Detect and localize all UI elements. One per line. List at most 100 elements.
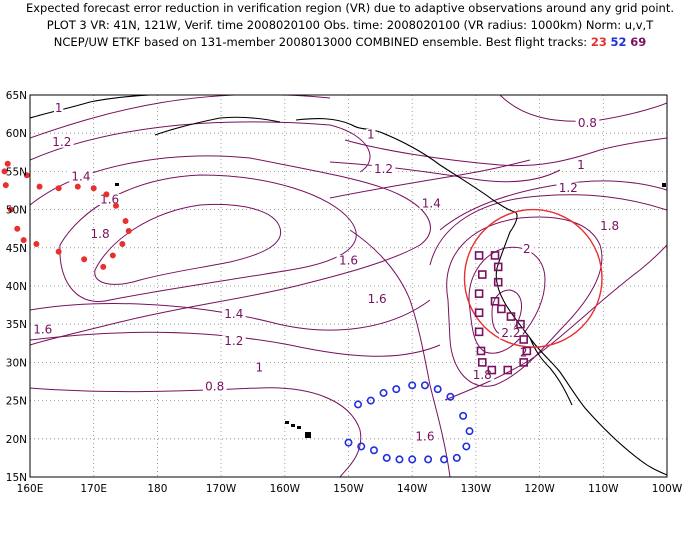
contour-label-bg: [470, 369, 495, 381]
lat-tick-label: 30N: [6, 357, 27, 369]
contour-1.8-east: [446, 216, 603, 387]
track-52-point: [446, 392, 455, 401]
contour-1.8-west: [94, 203, 282, 285]
track-69-point: [476, 346, 486, 356]
lon-tick-label: 150W: [333, 483, 364, 495]
islands: [115, 183, 666, 438]
track-52-point: [366, 396, 375, 405]
track-23-point: [55, 185, 62, 192]
lat-tick-label: 60N: [6, 128, 27, 140]
track-23-point: [36, 183, 43, 190]
contour-2.2-east: [491, 289, 523, 335]
track-69-point: [497, 304, 506, 314]
island-maui: [297, 426, 301, 429]
track-23-point: [90, 185, 97, 192]
contour-1-north-east: [344, 137, 667, 167]
lat-tick-label: 55N: [6, 166, 27, 178]
track-23-point: [1, 168, 8, 175]
contour-label: 1: [367, 128, 375, 142]
contour-label-bg: [576, 159, 586, 171]
contour-label: 1: [577, 158, 585, 172]
track-69-point: [474, 308, 484, 318]
coastline-north-america: [295, 118, 667, 476]
lon-tick-label: 160E: [17, 483, 44, 495]
track-23-point: [112, 202, 119, 209]
contour-label-bg: [88, 228, 112, 240]
contour-label: 0.8: [578, 116, 597, 130]
contour-label: 1.4: [224, 307, 243, 321]
coastline-baja: [529, 337, 573, 406]
track-69-point: [474, 251, 484, 260]
contour-0.8-south: [30, 387, 362, 477]
contour-label-bg: [499, 327, 523, 339]
contour-label-bg: [597, 220, 622, 232]
lon-tick-label: 160W: [270, 483, 301, 495]
contour-label: 1.2: [224, 334, 243, 348]
track-52-point: [465, 427, 474, 436]
track-23-point: [33, 240, 40, 247]
coastlines: [30, 95, 667, 476]
track-69-point: [522, 346, 532, 356]
track-52-point: [392, 385, 401, 394]
track-52-point: [357, 442, 366, 451]
contour-label: 2.2: [501, 326, 520, 340]
error-reduction-contours: [30, 95, 667, 477]
contour-label: 1.2: [559, 181, 578, 195]
track-69-point: [474, 327, 484, 337]
contour-label: 1.4: [71, 170, 90, 184]
contour-label-bg: [522, 243, 532, 255]
island-oahu: [291, 424, 295, 427]
lon-tick-label: 120W: [524, 483, 555, 495]
track-23-point: [74, 183, 81, 190]
contour-1.6-southeast: [444, 244, 667, 401]
contour-label: 1.2: [374, 162, 393, 176]
track-69-point: [477, 358, 487, 367]
track-23-point: [100, 263, 107, 270]
track-23-point: [81, 256, 88, 263]
contour-label-bg: [336, 255, 361, 267]
header-line-1: Expected forecast error reduction in ver…: [25, 1, 675, 15]
lat-tick-label: 65N: [6, 90, 27, 102]
contour-label-bg: [366, 129, 376, 141]
track-52-point: [452, 453, 461, 462]
track-69-point: [519, 358, 528, 367]
contour-1.6-west: [59, 174, 357, 302]
island-hawaii: [305, 432, 311, 438]
track-52-point: [354, 400, 363, 409]
contour-label: 1.6: [339, 254, 358, 268]
contour-label-bg: [413, 430, 437, 442]
track-52-point: [382, 453, 391, 462]
lat-tick-label: 35N: [6, 319, 27, 331]
header-line-3: NCEP/UW ETKF based on 131-member 2008013…: [0, 34, 700, 51]
contour-1.6-east: [429, 194, 667, 266]
contour-1.4-east: [439, 180, 667, 231]
track-52-point: [420, 381, 429, 390]
contour-label-bg: [371, 163, 396, 175]
track-69-point: [493, 262, 503, 272]
track-69-point: [506, 312, 516, 321]
track-23-point: [14, 225, 21, 232]
header-line-2: PLOT 3 VR: 41N, 121W, Verif. time 200802…: [46, 18, 654, 32]
lat-lon-grid: [29, 94, 668, 478]
lon-tick-label: 170E: [80, 483, 107, 495]
plot-frame: [29, 94, 668, 478]
track-23-point: [119, 240, 126, 247]
contour-1-north: [30, 95, 331, 139]
coastline-aleutians: [154, 116, 281, 136]
track-69-point: [493, 277, 503, 287]
contour-label: 1.6: [33, 322, 52, 336]
track-label-69: 69: [630, 35, 647, 49]
contour-label: 1.8: [600, 219, 619, 233]
lon-tick-label: 180: [147, 483, 167, 495]
track-69-point: [487, 365, 497, 375]
contour-label: 1.8: [91, 227, 110, 241]
contour-label: 1: [55, 101, 63, 115]
contour-label: 1.4: [422, 196, 441, 210]
track-23-point: [122, 218, 129, 225]
track-69-point: [490, 296, 500, 306]
track-23-point: [23, 172, 30, 179]
contour-label: 1: [255, 361, 263, 375]
track-69-point: [519, 335, 528, 344]
track-52-point: [462, 442, 471, 451]
